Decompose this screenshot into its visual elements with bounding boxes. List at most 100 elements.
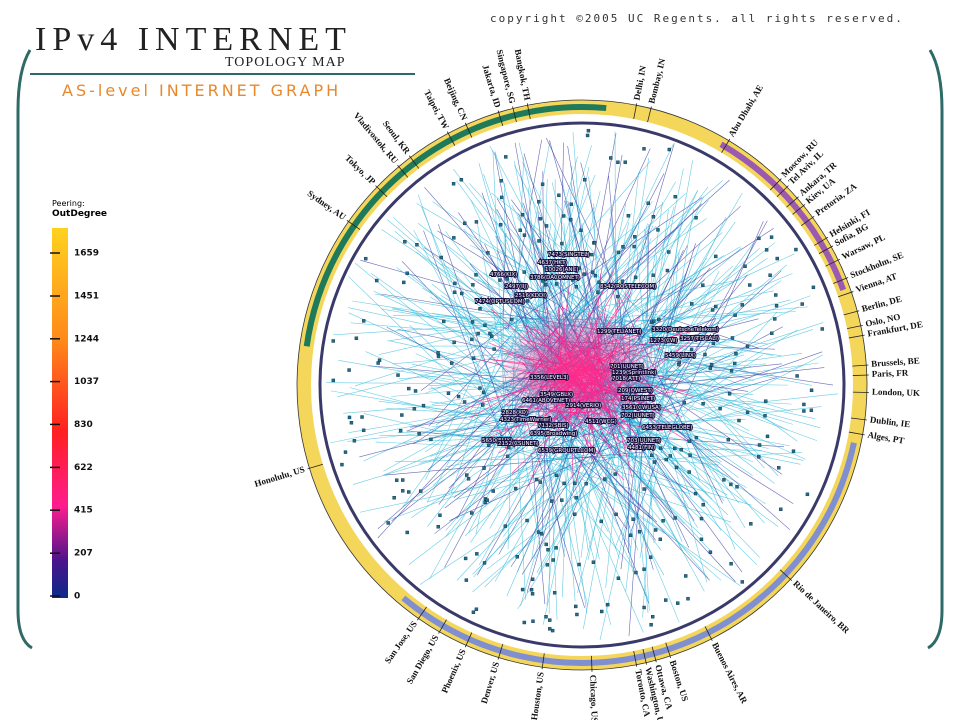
edge xyxy=(661,452,802,460)
edge xyxy=(413,230,528,444)
legend-label: OutDegree xyxy=(52,209,107,219)
edge xyxy=(514,142,548,324)
as-node xyxy=(466,477,471,481)
legend-tick-label: 1659 xyxy=(74,249,99,259)
as-node xyxy=(403,240,407,244)
as-node xyxy=(548,627,552,631)
edge xyxy=(352,417,575,485)
as-node xyxy=(684,574,688,578)
edge xyxy=(642,439,655,618)
as-node xyxy=(591,270,595,275)
as-node xyxy=(396,373,400,377)
city-label: Sydney, AU xyxy=(306,188,349,222)
edge xyxy=(383,402,505,472)
edge xyxy=(445,422,542,531)
as-node xyxy=(550,628,555,633)
as-node xyxy=(593,241,597,245)
as-label: 10026(ANC) xyxy=(545,267,579,273)
as-node xyxy=(664,457,668,462)
as-node xyxy=(734,351,738,356)
as-node xyxy=(777,466,781,470)
edge xyxy=(561,279,740,315)
as-node xyxy=(634,570,638,575)
edge xyxy=(378,315,548,356)
as-label: 6395(Broadwing) xyxy=(530,431,577,437)
as-node xyxy=(693,491,698,496)
edge xyxy=(644,315,736,550)
as-node xyxy=(481,390,486,394)
edge xyxy=(530,351,823,455)
as-node xyxy=(729,369,734,373)
as-node xyxy=(800,302,804,306)
as-node xyxy=(637,530,642,534)
as-node xyxy=(481,403,485,407)
as-node xyxy=(757,455,761,459)
as-node xyxy=(520,212,525,217)
edge xyxy=(545,137,640,339)
as-node xyxy=(470,511,474,515)
city-label: San Diego, US xyxy=(404,633,440,685)
as-node xyxy=(538,217,542,221)
as-node xyxy=(677,353,682,357)
city-tick xyxy=(346,220,361,230)
edge xyxy=(624,417,760,558)
city-tick xyxy=(846,324,863,330)
as-node xyxy=(474,607,479,611)
as-node xyxy=(522,270,526,274)
edge xyxy=(638,190,698,320)
as-node xyxy=(500,195,504,200)
as-node xyxy=(463,556,468,561)
as-node xyxy=(657,317,661,322)
city-tick xyxy=(665,642,672,659)
as-node xyxy=(560,241,564,246)
as-label: 5459(LINX) xyxy=(665,353,696,359)
as-label: 3786(DACOMNET) xyxy=(530,275,580,281)
as-node xyxy=(525,299,530,303)
edge xyxy=(564,434,632,549)
edge xyxy=(605,439,622,588)
as-label: 2152(CSUNET) xyxy=(498,441,539,447)
as-node xyxy=(474,220,479,224)
legend-tick-label: 0 xyxy=(74,592,80,602)
as-node xyxy=(395,478,399,482)
as-node xyxy=(686,596,690,601)
as-label: 5650(ELIX) xyxy=(482,438,512,444)
as-node xyxy=(554,546,558,550)
as-node xyxy=(421,403,426,408)
as-node xyxy=(805,492,810,497)
city-label: Tokyo, JP xyxy=(343,153,378,187)
as-node xyxy=(597,280,601,284)
as-node xyxy=(349,421,354,425)
as-node xyxy=(347,415,352,420)
edge xyxy=(511,140,551,352)
as-node xyxy=(446,391,451,395)
as-node xyxy=(540,182,545,186)
as-node xyxy=(633,235,637,239)
as-node xyxy=(561,214,566,218)
as-node xyxy=(642,487,646,491)
as-node xyxy=(413,389,418,393)
city-tick xyxy=(464,122,473,138)
as-label: 7132(SBIS) xyxy=(538,423,569,429)
as-node xyxy=(452,236,456,240)
city-tick xyxy=(825,258,841,267)
city-tick xyxy=(633,103,638,120)
as-node xyxy=(450,361,454,365)
edge xyxy=(434,433,600,442)
edge xyxy=(637,245,688,341)
as-node xyxy=(456,394,461,399)
city-tick xyxy=(397,164,409,178)
edge xyxy=(603,354,763,459)
as-node xyxy=(779,507,783,512)
as-label: 2828(XO) xyxy=(502,410,528,416)
as-node xyxy=(552,591,557,595)
edge xyxy=(363,413,545,457)
city-tick xyxy=(307,463,323,470)
city-tick xyxy=(850,417,867,421)
edge xyxy=(401,352,511,509)
city-tick xyxy=(591,655,593,672)
as-node xyxy=(668,454,672,458)
as-node xyxy=(537,239,541,243)
legend-tick-label: 415 xyxy=(74,506,93,516)
edge xyxy=(563,411,600,560)
